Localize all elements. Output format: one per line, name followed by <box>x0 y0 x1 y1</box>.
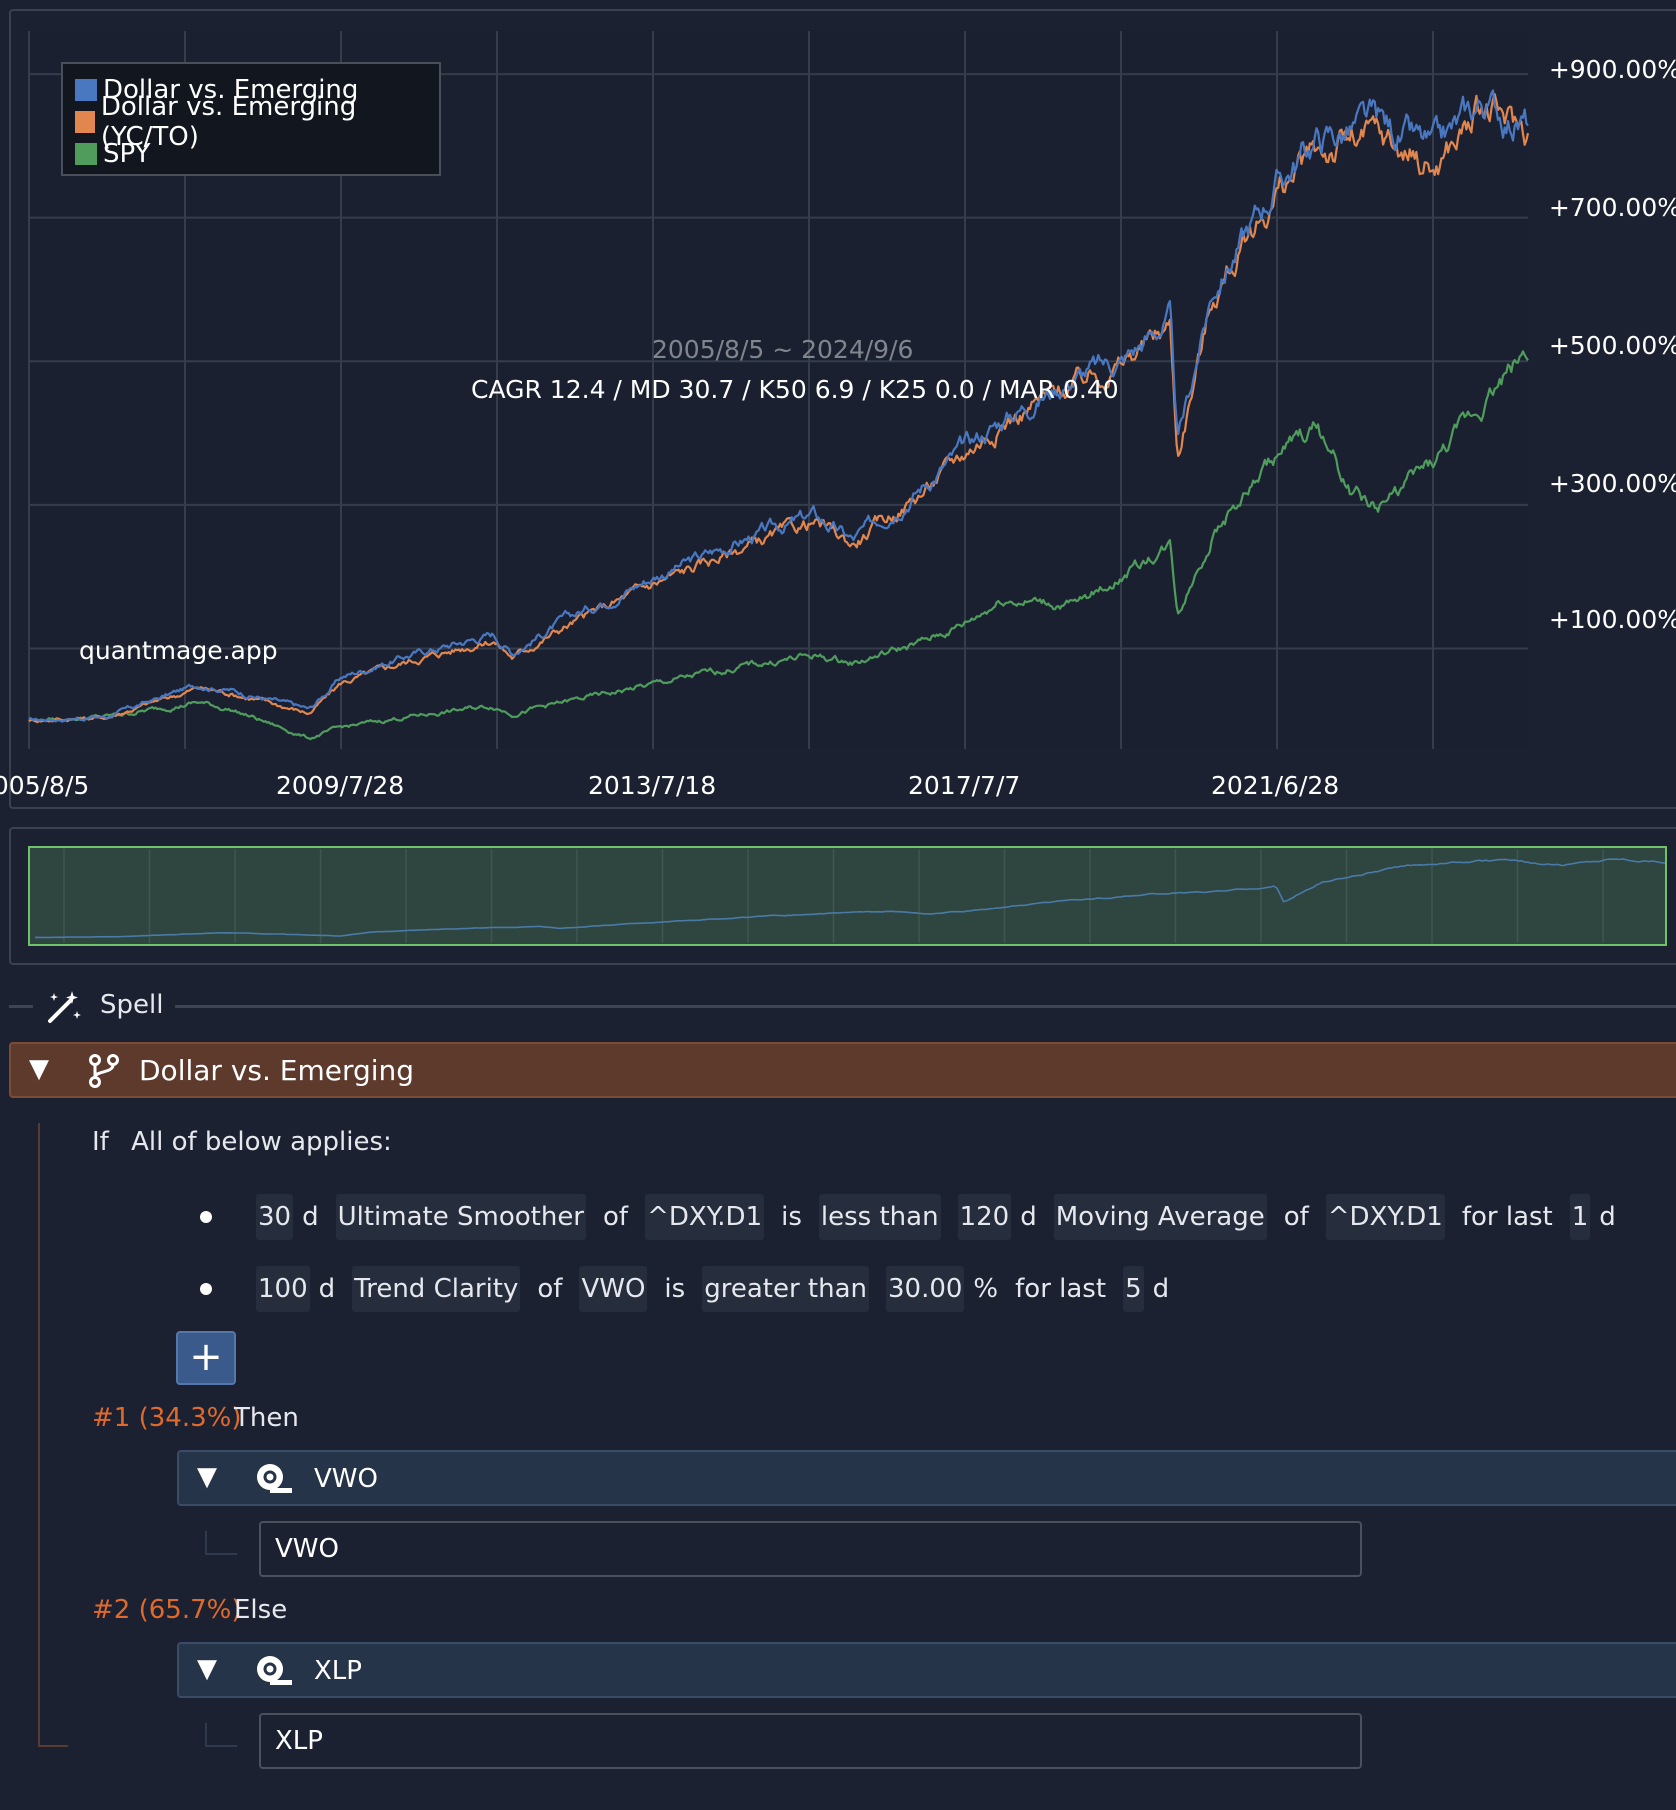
magic-wand-icon <box>48 991 81 1023</box>
lookback-input[interactable]: 100 <box>256 1266 310 1312</box>
x-tick-label: 2021/6/28 <box>1211 771 1340 800</box>
comparator-select[interactable]: greater than <box>702 1266 869 1312</box>
divider-line <box>175 1005 1676 1008</box>
y-tick-label: +300.00% <box>1548 469 1676 498</box>
ticker-input[interactable]: ^DXY.D1 <box>645 1194 765 1240</box>
legend-item[interactable]: Dollar vs. Emerging (YC/TO) <box>75 92 427 152</box>
collapse-triangle-icon[interactable]: ▼ <box>197 1462 217 1492</box>
rhs-lookback-input[interactable]: 120 <box>957 1194 1012 1240</box>
unit-label: d <box>1020 1202 1037 1232</box>
stats-label: CAGR 12.4 / MD 30.7 / K50 6.9 / K25 0.0 … <box>471 375 1119 404</box>
legend-swatch <box>75 143 97 165</box>
ticker-field[interactable]: XLP <box>259 1713 1362 1769</box>
branch-weight: #2 (65.7%) <box>92 1595 242 1625</box>
y-tick-label: +100.00% <box>1548 605 1676 634</box>
chart-panel: Dollar vs. Emerging Dollar vs. Emerging … <box>0 9 1676 809</box>
asset-icon <box>257 1464 292 1493</box>
asset-header[interactable]: ▼ XLP <box>177 1642 1676 1698</box>
condition-row: 100 d Trend Clarity of VWO is greater th… <box>200 1261 1169 1317</box>
is-label: is <box>781 1202 802 1232</box>
divider-line <box>9 1005 33 1008</box>
navigator-window <box>28 846 1667 946</box>
comparator-select[interactable]: less than <box>818 1194 941 1240</box>
legend-swatch <box>75 79 97 101</box>
collapse-triangle-icon[interactable]: ▼ <box>197 1654 217 1684</box>
legend-label: Dollar vs. Emerging (YC/TO) <box>100 92 357 152</box>
for-last-label: for last <box>1015 1274 1107 1304</box>
condition-row: 30 d Ultimate Smoother of ^DXY.D1 is les… <box>200 1189 1616 1245</box>
legend-label: Dollar vs. Emerging <box>103 75 359 105</box>
then-label: Then <box>234 1403 299 1433</box>
if-description: All of below applies: <box>131 1127 392 1157</box>
collapse-triangle-icon[interactable]: ▼ <box>29 1054 49 1084</box>
y-tick-label: +700.00% <box>1548 193 1676 222</box>
bullet <box>200 1283 212 1295</box>
chart-legend: Dollar vs. Emerging Dollar vs. Emerging … <box>61 62 441 176</box>
asset-label: VWO <box>314 1464 378 1494</box>
legend-label: SPY <box>103 139 151 169</box>
series-line <box>28 89 1529 723</box>
tree-line <box>38 1745 68 1747</box>
asset-icon <box>257 1656 292 1685</box>
x-tick-label: 2009/7/28 <box>276 771 405 800</box>
indicator-select[interactable]: Trend Clarity <box>352 1266 521 1312</box>
if-row: If All of below applies: <box>92 1127 392 1157</box>
navigator-panel <box>9 827 1676 965</box>
of-label: of <box>537 1274 563 1304</box>
series-line <box>28 93 1530 724</box>
if-keyword: If <box>92 1127 109 1157</box>
tree-line <box>38 1123 40 1747</box>
navigator-series-line <box>35 858 1666 939</box>
ticker-field[interactable]: VWO <box>259 1521 1362 1577</box>
of-label: of <box>603 1202 629 1232</box>
value-input[interactable]: 30.00 <box>885 1266 965 1312</box>
legend-item[interactable]: Dollar vs. Emerging <box>75 74 427 106</box>
tree-connector <box>205 1531 237 1555</box>
y-tick-label: +500.00% <box>1548 331 1676 360</box>
x-tick-label: 2005/8/5 <box>0 771 90 800</box>
rhs-indicator-select[interactable]: Moving Average <box>1053 1194 1267 1240</box>
else-label: Else <box>234 1595 288 1625</box>
legend-item[interactable]: SPY <box>75 138 427 170</box>
x-tick-label: 2017/7/7 <box>908 771 1021 800</box>
watermark: quantmage.app <box>79 636 278 665</box>
of-label: of <box>1283 1202 1309 1232</box>
legend-swatch <box>75 111 95 133</box>
asset-header[interactable]: ▼ VWO <box>177 1450 1676 1506</box>
bullet <box>200 1211 212 1223</box>
date-range-label: 2005/8/5 ~ 2024/9/6 <box>652 335 914 364</box>
unit-label: d <box>1152 1274 1170 1304</box>
range-navigator[interactable] <box>11 829 1676 967</box>
is-label: is <box>664 1274 686 1304</box>
for-last-label: for last <box>1461 1202 1553 1232</box>
branch-fork-icon <box>89 1054 119 1088</box>
unit-label: d <box>1599 1202 1616 1232</box>
unit-label: d <box>318 1274 336 1304</box>
branch-weight: #1 (34.3%) <box>92 1403 242 1433</box>
unit-label: % <box>973 1274 999 1304</box>
unit-label: d <box>302 1202 319 1232</box>
tree-connector <box>205 1723 237 1747</box>
y-tick-label: +900.00% <box>1548 55 1676 84</box>
spell-divider: Spell <box>0 985 1676 1027</box>
lookback-input[interactable]: 30 <box>256 1194 294 1240</box>
branch-label: Dollar vs. Emerging <box>139 1054 415 1087</box>
indicator-select[interactable]: Ultimate Smoother <box>335 1194 586 1240</box>
duration-input[interactable]: 1 <box>1569 1194 1591 1240</box>
series-line <box>28 350 1529 741</box>
x-tick-label: 2013/7/18 <box>588 771 717 800</box>
ticker-input[interactable]: VWO <box>579 1266 648 1312</box>
spell-label: Spell <box>100 990 164 1020</box>
duration-input[interactable]: 5 <box>1123 1266 1144 1312</box>
rhs-ticker-input[interactable]: ^DXY.D1 <box>1325 1194 1445 1240</box>
asset-label: XLP <box>314 1656 362 1686</box>
branch-header[interactable]: ▼ Dollar vs. Emerging <box>9 1042 1676 1098</box>
add-condition-button[interactable]: + <box>176 1331 236 1385</box>
